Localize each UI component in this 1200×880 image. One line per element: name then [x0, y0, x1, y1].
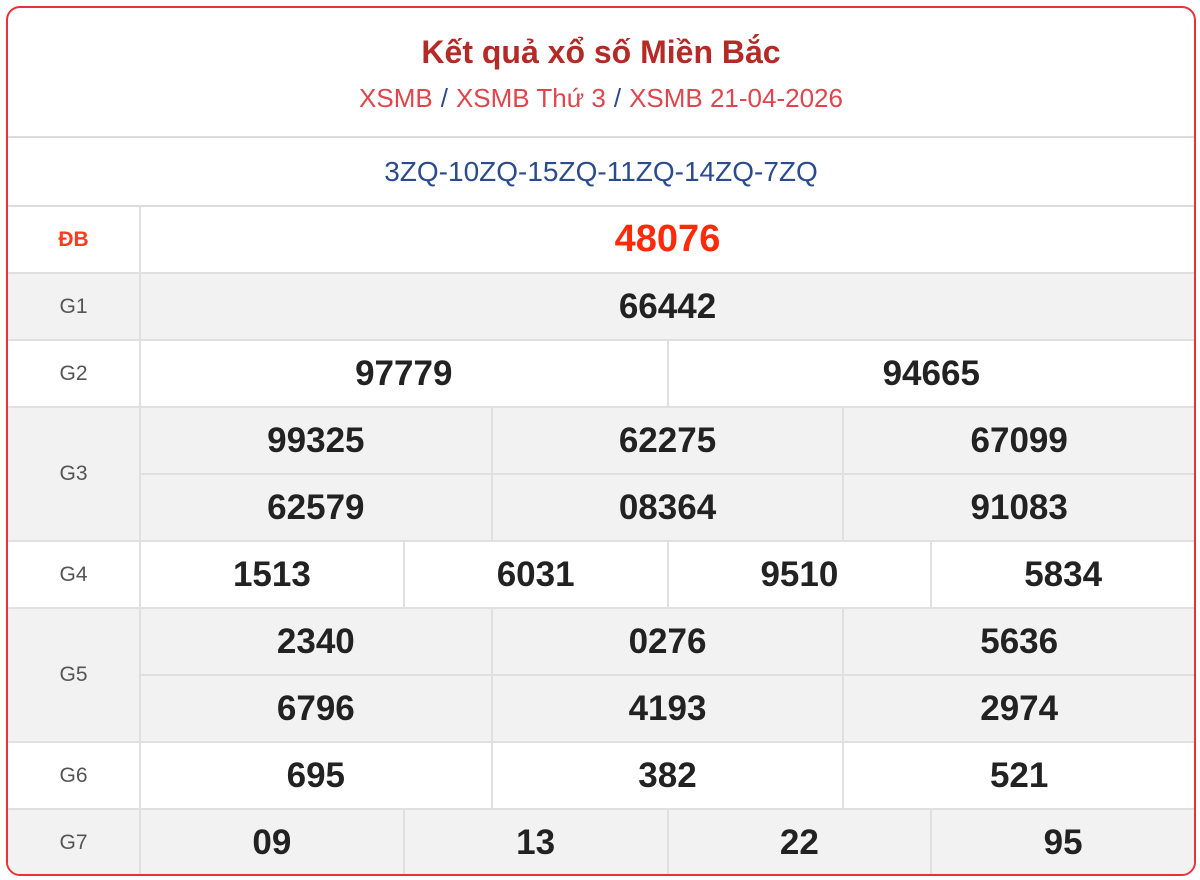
results-card: Kết quả xổ số Miền Bắc XSMB / XSMB Thứ 3/X…: [6, 6, 1196, 876]
prize-numbers: 2340 0276 5636 6796 4193 2974: [141, 609, 1194, 741]
breadcrumb-xsmb-date[interactable]: XSMB 21-04-2026: [629, 83, 843, 113]
prize-subrow: 99325 62275 67099: [141, 408, 1194, 473]
prize-number: 5834: [930, 542, 1194, 607]
prize-label: G7: [8, 810, 141, 874]
prize-row-db: ĐB 48076: [8, 207, 1194, 274]
prize-label: ĐB: [8, 207, 141, 272]
prize-number: 91083: [842, 475, 1194, 540]
prize-number: 4193: [490, 676, 843, 741]
prize-number: 08364: [490, 475, 843, 540]
prize-number: 13: [402, 810, 667, 874]
prize-number: 99325: [267, 420, 365, 460]
prize-label: G4: [8, 542, 141, 607]
prize-subrow: 48076: [141, 207, 1194, 272]
prize-row-g6: G6 695 382 521: [8, 743, 1194, 810]
prize-number: 695: [286, 755, 346, 795]
prize-numbers: 48076: [141, 207, 1194, 272]
breadcrumb-separator: /: [440, 83, 448, 113]
prize-number: 9510: [666, 542, 931, 607]
prize-number: 94665: [666, 341, 1195, 406]
prize-number: 22: [666, 810, 931, 874]
prize-number: 5636: [842, 609, 1194, 674]
prize-number: 09: [252, 822, 292, 862]
prize-row-g4: G4 1513 6031 9510 5834: [8, 542, 1194, 609]
draw-codes: 3ZQ-10ZQ-15ZQ-11ZQ-14ZQ-7ZQ: [8, 138, 1194, 207]
breadcrumb-xsmb[interactable]: XSMB: [359, 83, 433, 113]
prize-number: 66442: [618, 286, 717, 326]
page-title: Kết quả xổ số Miền Bắc: [421, 34, 781, 70]
prize-subrow: 6796 4193 2974: [141, 674, 1194, 741]
prize-label: G6: [8, 743, 141, 808]
prize-row-g1: G1 66442: [8, 274, 1194, 341]
prize-number: 67099: [842, 408, 1194, 473]
breadcrumb: XSMB / XSMB Thứ 3/XSMB 21-04-2026: [8, 82, 1194, 114]
prize-numbers: 695 382 521: [141, 743, 1194, 808]
prize-subrow: 2340 0276 5636: [141, 609, 1194, 674]
prize-numbers: 99325 62275 67099 62579 08364 91083: [141, 408, 1194, 540]
prize-number: 62275: [490, 408, 843, 473]
prize-subrow: 62579 08364 91083: [141, 473, 1194, 540]
prize-numbers: 1513 6031 9510 5834: [141, 542, 1194, 607]
prize-label: G2: [8, 341, 141, 406]
prize-number: 95: [930, 810, 1194, 874]
prize-subrow: 695 382 521: [141, 743, 1194, 808]
prize-row-g5: G5 2340 0276 5636 6796 4193 2974: [8, 609, 1194, 743]
prize-row-g3: G3 99325 62275 67099 62579 08364 91083: [8, 408, 1194, 542]
prize-subrow: 09 13 22 95: [141, 810, 1194, 874]
prize-subrow: 97779 94665: [141, 341, 1194, 406]
prize-label: G3: [8, 408, 141, 540]
prize-number: 0276: [490, 609, 843, 674]
prize-subrow: 66442: [141, 274, 1194, 339]
prize-number: 2340: [276, 621, 355, 661]
prize-number: 6031: [402, 542, 667, 607]
special-prize-number: 48076: [614, 218, 721, 260]
prize-number: 97779: [355, 353, 453, 393]
header: Kết quả xổ số Miền Bắc XSMB / XSMB Thứ 3/X…: [8, 8, 1194, 138]
prize-table: ĐB 48076 G1 66442 G2 97779 94665 G3 99325 62275 67…: [8, 207, 1194, 874]
prize-number: 62579: [267, 487, 365, 527]
prize-number: 382: [490, 743, 843, 808]
prize-number: 1513: [232, 554, 311, 594]
prize-label: G1: [8, 274, 141, 339]
prize-numbers: 97779 94665: [141, 341, 1194, 406]
prize-row-g2: G2 97779 94665: [8, 341, 1194, 408]
prize-numbers: 66442: [141, 274, 1194, 339]
prize-numbers: 09 13 22 95: [141, 810, 1194, 874]
prize-label: G5: [8, 609, 141, 741]
prize-number: 2974: [842, 676, 1194, 741]
prize-number: 6796: [276, 688, 355, 728]
breadcrumb-xsmb-thu-3[interactable]: XSMB Thứ 3: [455, 83, 606, 113]
prize-row-g7: G7 09 13 22 95: [8, 810, 1194, 874]
prize-subrow: 1513 6031 9510 5834: [141, 542, 1194, 607]
breadcrumb-separator: /: [613, 83, 622, 113]
prize-number: 521: [842, 743, 1194, 808]
